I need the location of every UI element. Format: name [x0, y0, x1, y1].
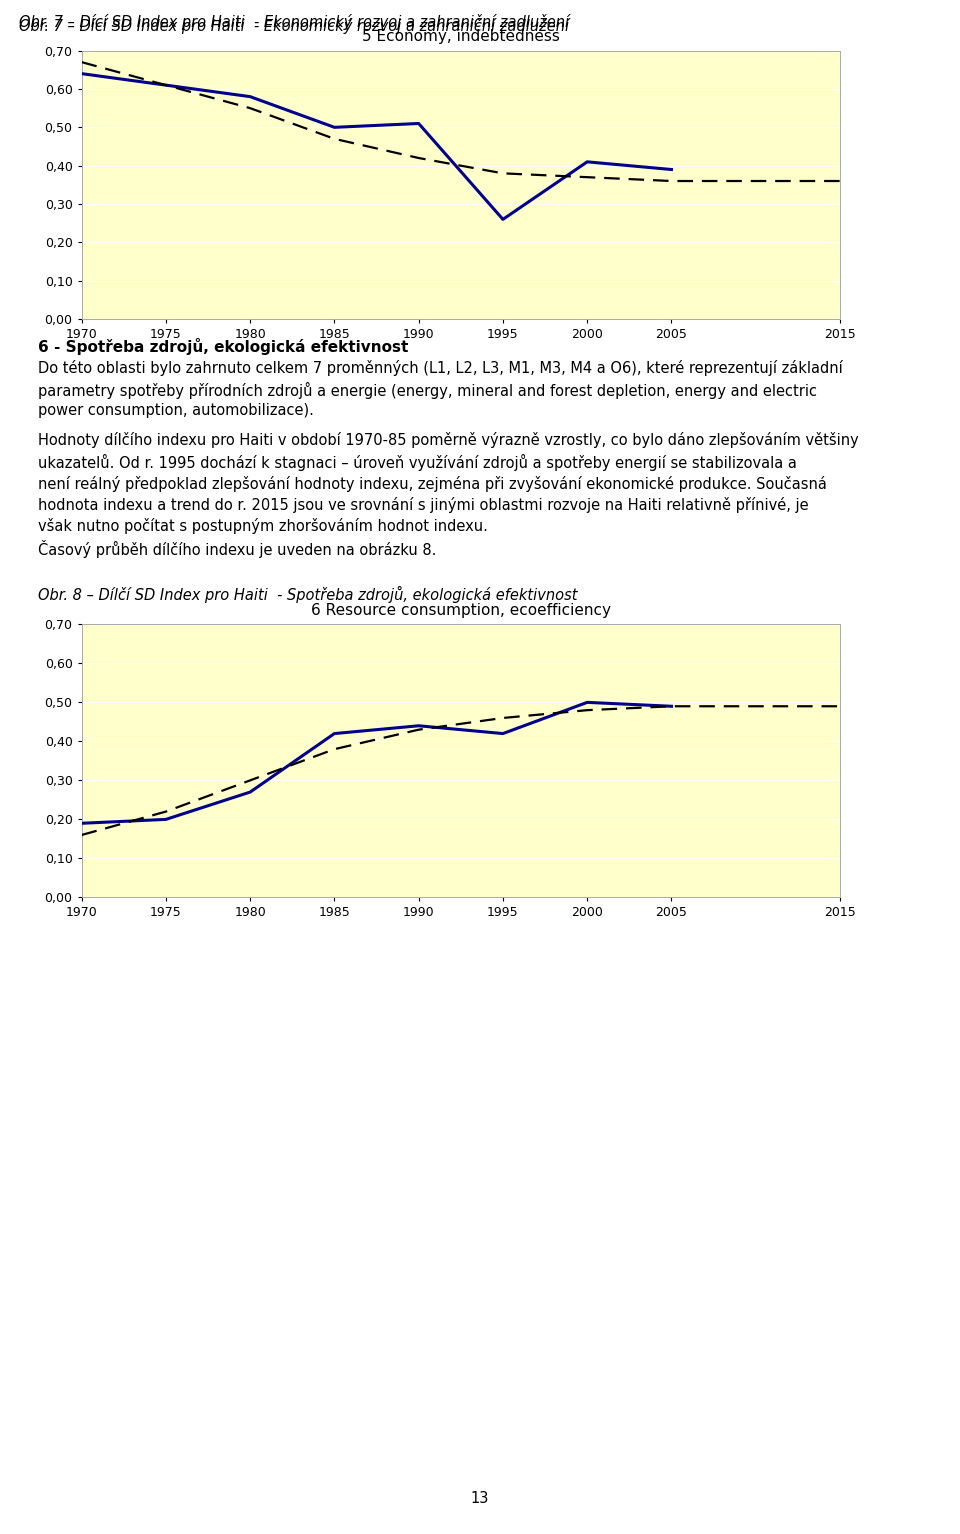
Text: 6 - Spotřeba zdrojů, ekologická efektivnost: 6 - Spotřeba zdrojů, ekologická efektivn… — [38, 337, 409, 354]
Text: 13: 13 — [470, 1491, 490, 1506]
Text: Časový průběh dílčího indexu je uveden na obrázku 8.: Časový průběh dílčího indexu je uveden n… — [38, 540, 437, 558]
Text: Obr. 8 – Dílčí SD Index pro Haiti  - Spotřeba zdrojů, ekologická efektivnost: Obr. 8 – Dílčí SD Index pro Haiti - Spot… — [38, 586, 578, 603]
Text: Do této oblasti bylo zahrnuto celkem 7 proměnných (L1, L2, L3, M1, M3, M4 a O6),: Do této oblasti bylo zahrnuto celkem 7 p… — [38, 360, 843, 419]
Text: Hodnoty dílčího indexu pro Haiti v období 1970-85 poměrně výrazně vzrostly, co b: Hodnoty dílčího indexu pro Haiti v obdob… — [38, 433, 859, 534]
Text: Obr. 7 – Dící SD Index pro Haiti  - Ekonomický rozvoj a zahraniční zadlužení: Obr. 7 – Dící SD Index pro Haiti - Ekono… — [19, 18, 569, 34]
Title: 5 Economy, indebtedness: 5 Economy, indebtedness — [362, 29, 560, 44]
Title: 6 Resource consumption, ecoefficiency: 6 Resource consumption, ecoefficiency — [311, 603, 611, 618]
Text: Obr. 7 – Dící SD Index pro Haiti  - Ekonomický rozvoj a zahraniční zadlužení: Obr. 7 – Dící SD Index pro Haiti - Ekono… — [19, 14, 569, 31]
